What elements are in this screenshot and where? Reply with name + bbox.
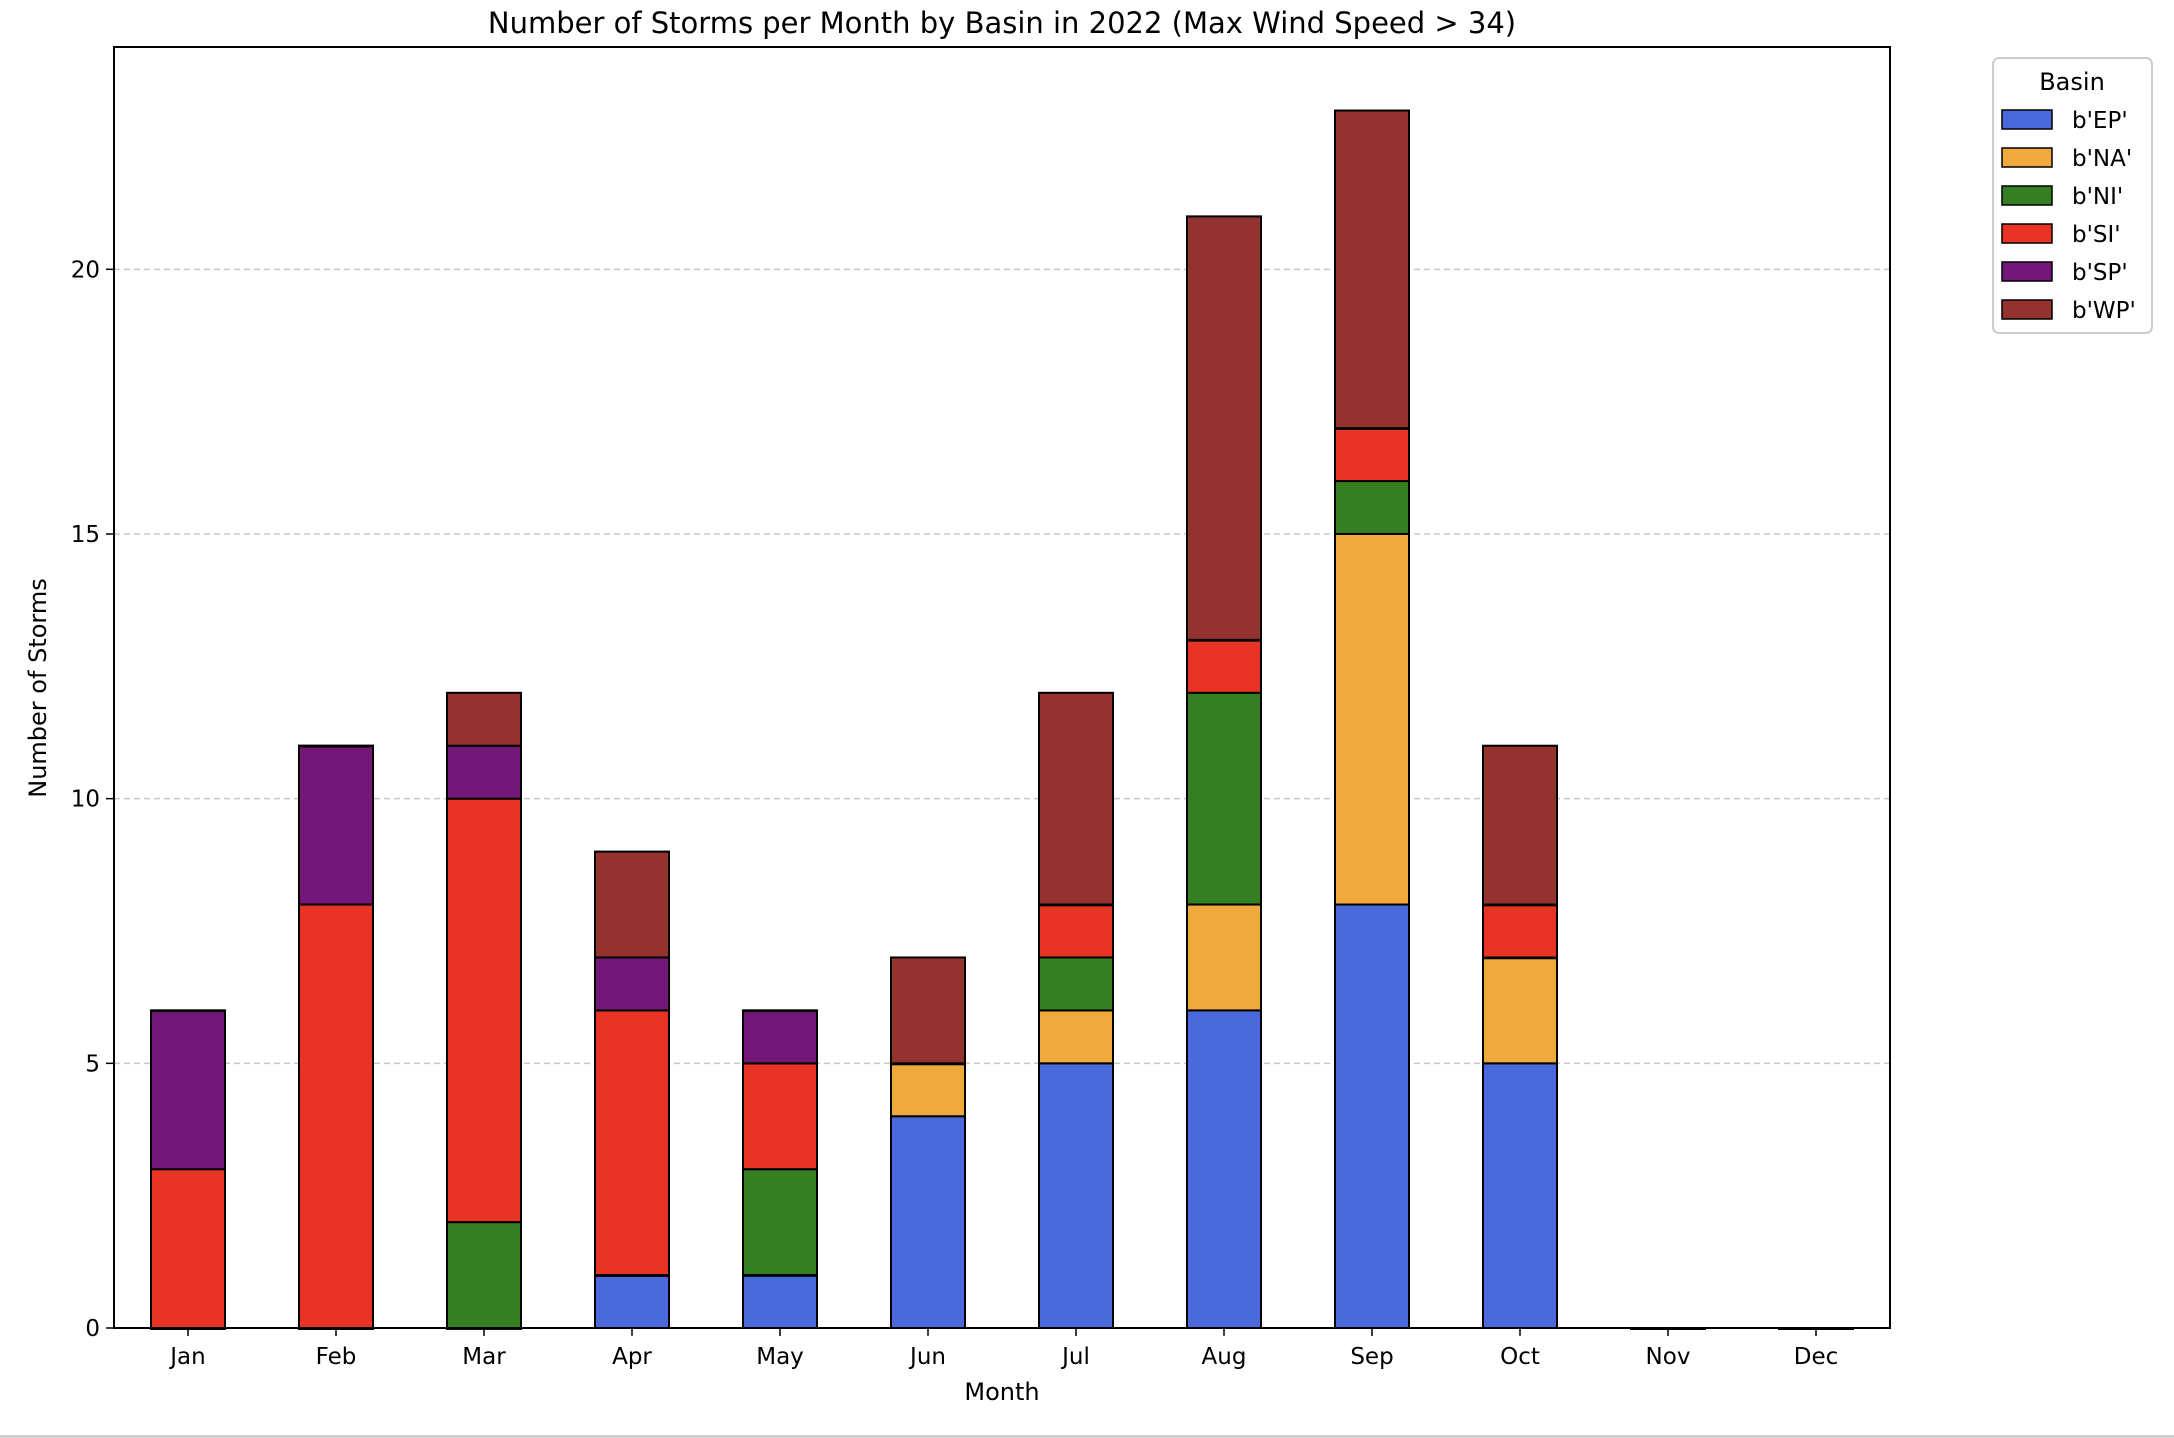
bar-segment bbox=[1186, 691, 1262, 906]
x-tick-label: Aug bbox=[1202, 1344, 1247, 1370]
legend-swatch bbox=[2001, 109, 2053, 130]
legend-swatch bbox=[2001, 147, 2053, 168]
bar-segment bbox=[1482, 744, 1558, 906]
legend-entry: b'SI' bbox=[2072, 222, 2121, 248]
bar-segment bbox=[594, 1009, 670, 1277]
x-tick-label: Apr bbox=[612, 1344, 652, 1370]
y-tick-label: 5 bbox=[85, 1051, 100, 1077]
bar-segment bbox=[1186, 215, 1262, 641]
bar-segment bbox=[446, 744, 522, 800]
bar-segment bbox=[1186, 1009, 1262, 1329]
bar-segment bbox=[1186, 638, 1262, 694]
bar-segment bbox=[1334, 532, 1410, 906]
x-tick-label: Sep bbox=[1350, 1344, 1393, 1370]
bar-segment bbox=[1186, 903, 1262, 1012]
y-axis-label: Number of Storms bbox=[24, 578, 52, 797]
bar-segment bbox=[890, 1115, 966, 1329]
bar-segment bbox=[150, 1009, 226, 1013]
bar-segment bbox=[742, 1274, 818, 1330]
bar-segment bbox=[1482, 903, 1558, 959]
legend: Basin b'EP' b'NA' b'NI' b'SI' b'SP' b'WP' bbox=[1992, 57, 2153, 334]
bar-segment bbox=[1038, 691, 1114, 906]
bar-segment bbox=[150, 1168, 226, 1330]
x-tick-label: Jun bbox=[908, 1344, 946, 1370]
legend-swatch bbox=[2001, 185, 2053, 206]
bar-segment bbox=[742, 1009, 818, 1065]
bar-segment bbox=[150, 1009, 226, 1171]
bar-segment bbox=[890, 1062, 966, 1118]
plot-area-frame bbox=[113, 46, 1891, 1329]
legend-entry: b'WP' bbox=[2072, 298, 2136, 324]
bar-segment bbox=[1038, 956, 1114, 1012]
bottom-divider bbox=[0, 1435, 2174, 1438]
bar-segment bbox=[1038, 1009, 1114, 1065]
x-tick-label: Jan bbox=[168, 1344, 205, 1370]
bar-segment bbox=[742, 1062, 818, 1171]
x-tick-label: Nov bbox=[1646, 1344, 1691, 1370]
bar-segment bbox=[1334, 427, 1410, 483]
legend-entry: b'NA' bbox=[2072, 146, 2132, 172]
legend-title: Basin bbox=[2039, 68, 2105, 96]
x-tick-label: Dec bbox=[1794, 1344, 1839, 1370]
legend-entry: b'SP' bbox=[2072, 260, 2128, 286]
legend-swatch bbox=[2001, 299, 2053, 320]
bar-segment bbox=[594, 1274, 670, 1330]
bar-segment bbox=[1482, 956, 1558, 1065]
x-tick-label: Jul bbox=[1060, 1344, 1090, 1370]
bar-segment bbox=[446, 691, 522, 747]
x-tick-label: Feb bbox=[316, 1344, 357, 1370]
x-axis-label: Month bbox=[964, 1378, 1039, 1406]
bar-segment bbox=[298, 903, 374, 1329]
bar-segment bbox=[298, 744, 374, 906]
chart-title: Number of Storms per Month by Basin in 2… bbox=[488, 6, 1516, 40]
legend-swatch bbox=[2001, 223, 2053, 244]
bar-segment bbox=[1482, 1062, 1558, 1329]
x-axis: Jan Feb Mar Apr May Jun Jul Aug Sep Oct Nov Dec bbox=[168, 1328, 1838, 1370]
legend-items: b'EP' b'NA' b'NI' b'SI' b'SP' b'WP' bbox=[2001, 108, 2136, 324]
y-tick-label: 20 bbox=[71, 257, 100, 283]
bar-segment bbox=[446, 1221, 522, 1329]
bar-segment bbox=[742, 1009, 818, 1013]
bar-segment bbox=[1334, 109, 1410, 430]
y-axis: 0 5 10 15 20 bbox=[71, 257, 114, 1342]
bar-segment bbox=[890, 956, 966, 1065]
y-tick-label: 0 bbox=[85, 1316, 100, 1342]
x-tick-label: May bbox=[756, 1344, 804, 1370]
legend-entry: b'NI' bbox=[2072, 184, 2123, 210]
bar-segment bbox=[1334, 903, 1410, 1329]
bar-segment bbox=[1334, 480, 1410, 535]
x-tick-label: Mar bbox=[462, 1344, 506, 1370]
bar-segment bbox=[298, 744, 374, 748]
bar-segment bbox=[1038, 903, 1114, 959]
bar-segment bbox=[594, 850, 670, 959]
gridlines bbox=[114, 268, 1890, 1065]
bar-segment bbox=[594, 956, 670, 1012]
legend-entry: b'EP' bbox=[2072, 108, 2128, 134]
legend-swatch bbox=[2001, 261, 2053, 282]
bar-segment bbox=[742, 1168, 818, 1277]
y-tick-label: 15 bbox=[71, 522, 100, 548]
y-tick-label: 10 bbox=[71, 787, 100, 813]
x-tick-label: Oct bbox=[1500, 1344, 1540, 1370]
bars bbox=[150, 109, 1854, 1330]
bar-segment bbox=[1038, 1062, 1114, 1329]
bar-segment bbox=[446, 797, 522, 1224]
